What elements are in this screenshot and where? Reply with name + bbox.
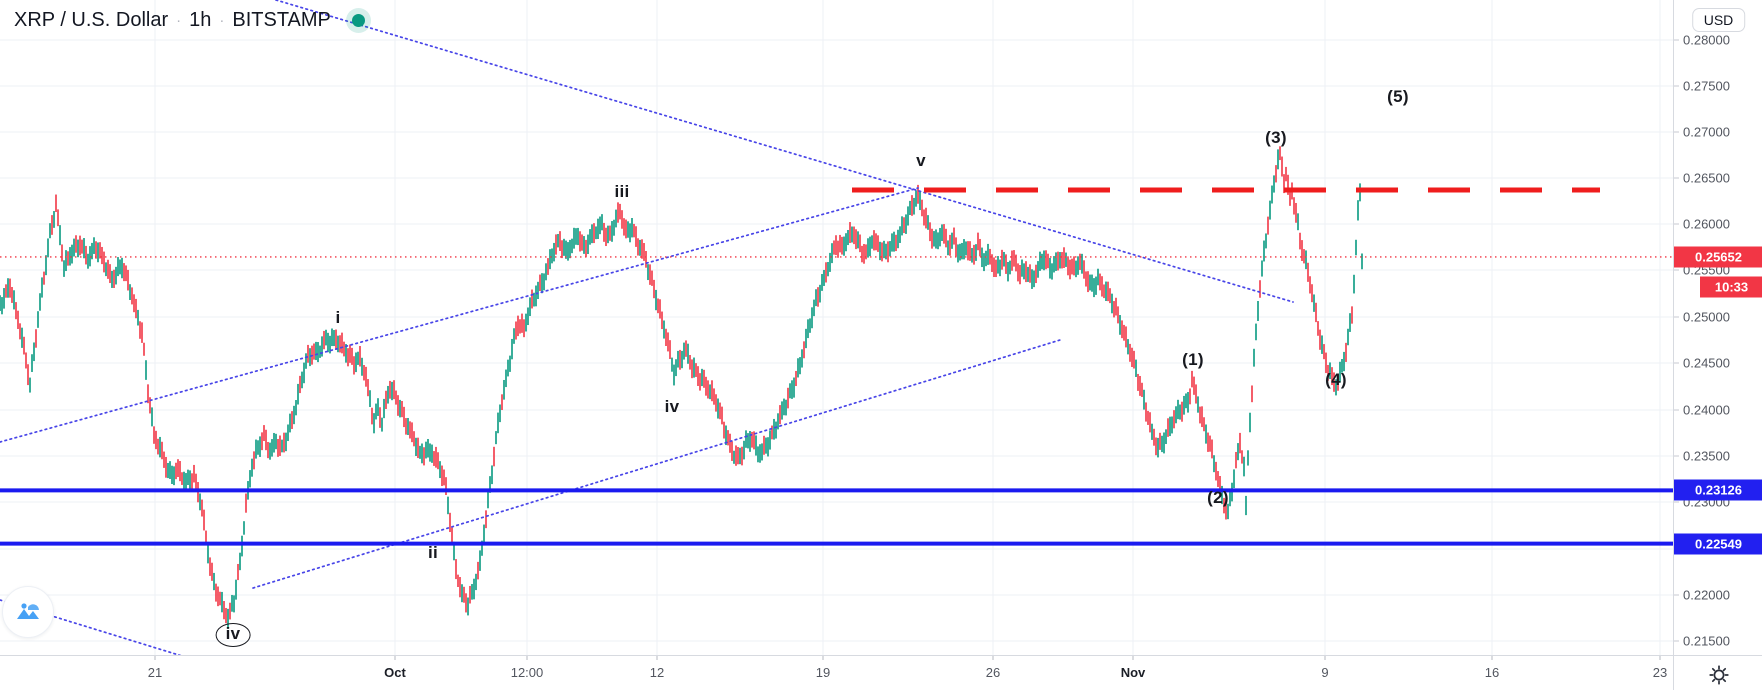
time-axis[interactable]: 21 Oct 12:00 12 19 26 Nov 9 16 23 <box>0 655 1673 690</box>
price-axis-label: 0.26000 <box>1683 216 1730 232</box>
last-price-badge: 0.25652 <box>1674 246 1762 268</box>
time-axis-label: Oct <box>384 665 406 680</box>
symbol-name: XRP / U.S. Dollar <box>14 9 169 31</box>
time-axis-label: 21 <box>147 665 163 680</box>
wave-label-iv[interactable]: iv <box>664 397 680 416</box>
time-axis-label: 23 <box>1652 665 1668 680</box>
gear-icon[interactable] <box>1708 664 1730 686</box>
wave-label-2[interactable]: (2) <box>1207 488 1229 507</box>
support-price-badge-2: 0.22549 <box>1674 533 1762 555</box>
wave-label-iv[interactable]: iv <box>215 623 251 647</box>
time-axis-tick <box>656 656 658 660</box>
time-axis-label: Nov <box>1120 665 1146 680</box>
wave-label-ii[interactable]: ii <box>427 543 439 562</box>
time-axis-label: 16 <box>1484 665 1500 680</box>
price-axis-label: 0.22000 <box>1683 587 1730 603</box>
time-axis-label: 9 <box>1321 665 1329 680</box>
time-axis-label: 19 <box>815 665 831 680</box>
exchange-label: BITSTAMP <box>232 9 331 31</box>
chart-image-icon <box>17 603 39 619</box>
time-axis-tick <box>1132 656 1134 660</box>
price-axis-tick <box>1674 131 1679 133</box>
support-price-badge-1: 0.23126 <box>1674 479 1762 501</box>
price-axis-tick <box>1674 362 1679 364</box>
tradingview-logo[interactable] <box>2 586 54 638</box>
price-axis-label: 0.27500 <box>1683 78 1730 94</box>
price-axis-label: 0.21500 <box>1683 633 1730 649</box>
price-axis-tick <box>1674 85 1679 87</box>
market-status-dot-icon[interactable] <box>351 14 365 27</box>
price-axis-label: 0.25000 <box>1683 309 1730 325</box>
time-axis-tick <box>394 656 396 660</box>
bar-countdown-badge: 10:33 <box>1700 276 1762 298</box>
price-axis-label: 0.23500 <box>1683 448 1730 464</box>
price-axis-label: 0.28000 <box>1683 32 1730 48</box>
chart-canvas[interactable] <box>0 0 1673 655</box>
interval-label[interactable]: 1h <box>189 9 212 31</box>
price-axis-label: 0.24000 <box>1683 402 1730 418</box>
wave-label-iii[interactable]: iii <box>614 182 630 201</box>
price-axis-tick <box>1674 177 1679 179</box>
price-axis-tick <box>1674 455 1679 457</box>
time-axis-tick <box>1491 656 1493 660</box>
price-axis-label: 0.26500 <box>1683 170 1730 186</box>
time-axis-tick <box>1659 656 1661 660</box>
price-axis-label: 0.24500 <box>1683 355 1730 371</box>
wave-label-5[interactable]: (5) <box>1387 87 1409 106</box>
wave-label-3[interactable]: (3) <box>1265 128 1287 147</box>
price-axis-tick <box>1674 409 1679 411</box>
axis-settings-corner <box>1673 655 1762 690</box>
price-axis-tick <box>1674 223 1679 225</box>
wave-label-i[interactable]: i <box>335 308 341 327</box>
symbol-header[interactable]: XRP / U.S. Dollar · 1h · BITSTAMP <box>14 9 365 32</box>
price-axis-tick <box>1674 594 1679 596</box>
separator-dot: · <box>219 12 225 29</box>
price-axis-tick <box>1674 39 1679 41</box>
wave-label-v[interactable]: v <box>916 151 926 170</box>
wave-label-1[interactable]: (1) <box>1182 350 1204 369</box>
time-axis-tick <box>154 656 156 660</box>
price-axis-tick <box>1674 316 1679 318</box>
time-axis-tick <box>992 656 994 660</box>
wave-label-4[interactable]: (4) <box>1325 370 1347 389</box>
time-axis-label: 12 <box>649 665 665 680</box>
price-axis-tick <box>1674 501 1679 503</box>
currency-toggle-button[interactable]: USD <box>1691 8 1746 32</box>
time-axis-tick <box>526 656 528 660</box>
time-axis-label: 26 <box>985 665 1001 680</box>
price-axis-tick <box>1674 269 1679 271</box>
price-axis-tick <box>1674 640 1679 642</box>
price-axis-label: 0.27000 <box>1683 124 1730 140</box>
time-axis-label: 12:00 <box>510 665 544 680</box>
price-axis[interactable]: USD 0.25652 10:33 0.23126 0.22549 0.2800… <box>1673 0 1762 655</box>
time-axis-tick <box>822 656 824 660</box>
separator-dot: · <box>176 12 182 29</box>
time-axis-tick <box>1324 656 1326 660</box>
